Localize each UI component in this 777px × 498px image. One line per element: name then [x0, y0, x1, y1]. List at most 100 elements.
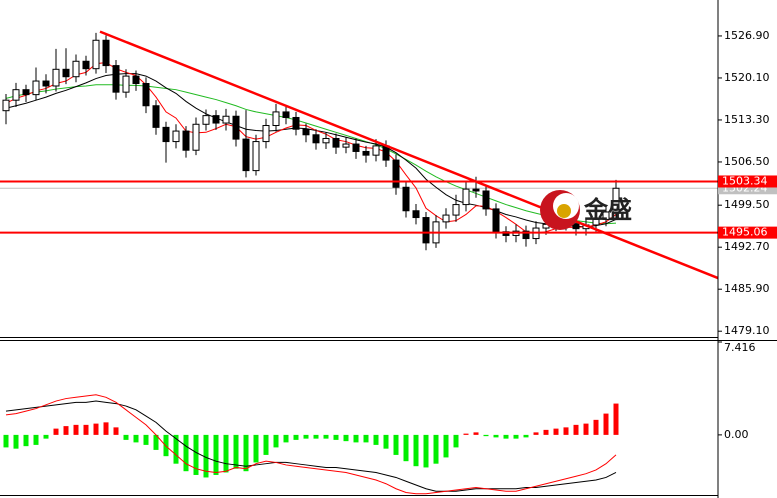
candle-body: [602, 211, 610, 220]
histogram-bar: [563, 427, 569, 435]
histogram-bar: [333, 434, 339, 440]
candle-body: [122, 75, 130, 93]
histogram-bar: [243, 434, 249, 472]
candle-body: [392, 159, 400, 188]
histogram-bar: [223, 434, 229, 473]
histogram-bar: [303, 434, 309, 439]
histogram-bar: [3, 434, 9, 448]
histogram-bar: [93, 423, 99, 435]
histogram-bar: [523, 434, 529, 438]
candle-body: [92, 39, 100, 70]
histogram-bar: [33, 434, 39, 445]
histogram-bar: [433, 434, 439, 464]
histogram-bar: [503, 434, 509, 439]
histogram-bar: [603, 413, 609, 435]
histogram-bar: [393, 434, 399, 455]
histogram-bar: [293, 434, 299, 440]
histogram-bar: [253, 434, 259, 463]
candle-body: [52, 68, 60, 87]
candle-body: [312, 134, 320, 144]
histogram-bar: [153, 434, 159, 450]
line: [5, 400, 617, 492]
candle-body: [422, 217, 430, 244]
histogram-bar: [73, 424, 79, 435]
histogram-bar: [143, 434, 149, 445]
watermark: 金盛: [540, 190, 632, 230]
candle-body: [252, 141, 260, 172]
candle-body: [202, 115, 210, 125]
y-tick-label: 1499.50: [724, 198, 770, 211]
candle-body: [442, 214, 450, 223]
candle-body: [352, 143, 360, 152]
histogram-bar: [203, 434, 209, 478]
y-tick-label: 1513.30: [724, 113, 770, 126]
candle-body: [242, 138, 250, 172]
histogram-bar: [473, 432, 479, 435]
histogram-bar: [383, 434, 389, 449]
y-tick-label: 1506.50: [724, 155, 770, 168]
candle-body: [322, 137, 330, 144]
histogram-bar: [373, 434, 379, 445]
histogram-bar: [423, 434, 429, 468]
candle-body: [342, 143, 350, 148]
histogram-bar: [493, 434, 499, 438]
candle-body: [262, 125, 270, 143]
candle-body: [22, 89, 30, 96]
histogram-bar: [273, 434, 279, 448]
histogram-bar: [483, 434, 489, 437]
histogram-bar: [173, 434, 179, 464]
histogram-bar: [533, 432, 539, 435]
watermark-text: 金盛: [583, 196, 632, 224]
candle-body: [2, 99, 10, 112]
candle-body: [132, 75, 140, 85]
candle-body: [162, 126, 170, 143]
y-tick-label: 1492.70: [724, 240, 770, 253]
candle-body: [362, 150, 370, 156]
histogram-bar: [213, 434, 219, 475]
candle-body: [472, 188, 480, 192]
histogram-bar: [443, 434, 449, 458]
histogram-bar: [193, 434, 199, 475]
price-box: [718, 175, 777, 188]
candle-body: [32, 80, 40, 96]
histogram-bar: [313, 434, 319, 439]
candle-body: [12, 89, 20, 101]
histogram-bar: [263, 434, 269, 455]
histogram-bar: [553, 428, 559, 435]
candle-body: [572, 223, 580, 230]
histogram-bar: [283, 434, 289, 443]
candle-body: [172, 130, 180, 143]
y-tick-label: 1485.90: [724, 282, 770, 295]
candle-body: [332, 137, 340, 148]
candle-body: [412, 210, 420, 219]
histogram-bar: [343, 434, 349, 442]
price-box: [718, 226, 777, 239]
histogram-bar: [183, 434, 189, 472]
candle-body: [482, 190, 490, 210]
histogram-bar: [353, 434, 359, 443]
candle-body: [82, 60, 90, 70]
candle-body: [152, 105, 160, 128]
y-tick-label: 0.00: [724, 428, 749, 441]
line: [5, 73, 617, 228]
histogram-bar: [113, 427, 119, 435]
candle-body: [42, 80, 50, 87]
candle-body: [62, 68, 70, 78]
histogram-bar: [123, 434, 129, 440]
price-panel: [0, 30, 719, 280]
histogram-bar: [573, 424, 579, 435]
histogram-bar: [453, 434, 459, 448]
y-tick-label: 1479.10: [724, 324, 770, 337]
histogram-bar: [583, 423, 589, 435]
histogram-bar: [323, 434, 329, 439]
candle-body: [212, 115, 220, 124]
macd-panel: [3, 394, 619, 495]
histogram-bar: [63, 426, 69, 435]
histogram-bar: [233, 434, 239, 469]
trend-line: [99, 30, 719, 280]
y-tick-label: 1520.10: [724, 71, 770, 84]
histogram-bar: [513, 434, 519, 439]
candle-body: [302, 128, 310, 136]
